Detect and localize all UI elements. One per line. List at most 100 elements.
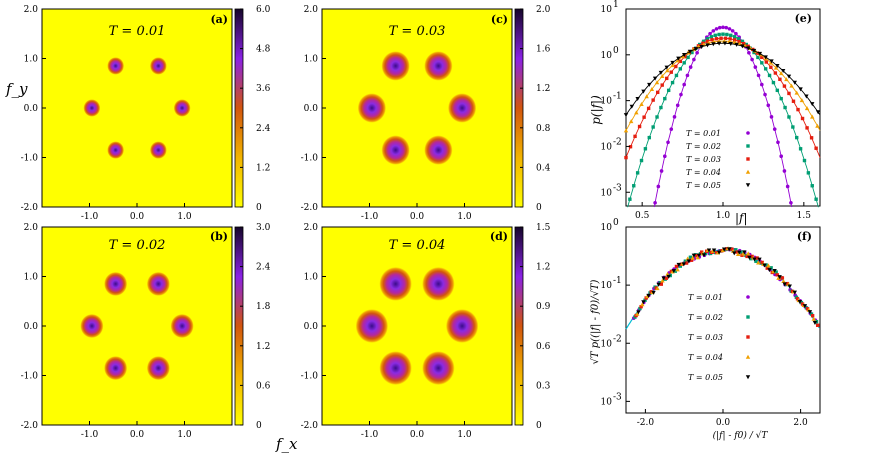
colorbar-tick-label: 0.8	[536, 124, 551, 134]
y-tick-exponent: -1	[613, 276, 622, 286]
panel-d-y-ticks: 2.0 1.0 0.0 -1.0 -2.0	[301, 223, 326, 431]
y-tick-label: 0.0	[304, 104, 319, 114]
panel-c-y-ticks: 2.0 1.0 0.0 -1.0 -2.0	[301, 5, 326, 213]
colorbar-tick-label: 1.8	[256, 302, 271, 312]
data-point	[725, 32, 729, 37]
data-point	[678, 264, 683, 268]
y-tick-label: 10	[601, 51, 613, 61]
data-point	[669, 269, 674, 274]
data-point	[769, 115, 774, 119]
data-point	[804, 106, 810, 111]
data-point	[779, 154, 783, 159]
data-point	[780, 69, 786, 74]
colorbar-tick-label: 0.3	[536, 381, 551, 391]
data-point	[682, 52, 687, 57]
y-tick-label: -2.0	[301, 421, 319, 431]
data-point	[721, 32, 725, 36]
data-point	[745, 375, 751, 380]
y-tick-label: 0.0	[304, 322, 319, 332]
series-4	[636, 247, 818, 326]
data-point	[773, 65, 779, 70]
y-tick-label: 0.0	[24, 104, 39, 114]
data-point	[789, 200, 793, 205]
data-point	[711, 29, 716, 33]
data-point	[635, 96, 640, 101]
heat-peak-c-2	[448, 93, 477, 123]
x-tick-label: 1.0	[457, 430, 472, 440]
panel-e-legend: T = 0.01 T = 0.02 T = 0.03 T = 0.04 T = 0.05	[686, 129, 751, 190]
heat-peak-c-5	[381, 135, 410, 165]
data-point	[623, 128, 629, 133]
data-point	[804, 94, 809, 99]
heat-peak-c-4	[424, 135, 453, 165]
data-point	[669, 70, 673, 74]
data-point	[663, 96, 667, 101]
data-point	[670, 80, 675, 85]
data-point	[639, 102, 644, 107]
colorbar-tick-label: 1.2	[536, 84, 550, 94]
data-point	[701, 41, 705, 46]
heat-peak-b-3	[80, 314, 104, 338]
x-tick-label: 0.0	[130, 430, 145, 440]
y-tick-exponent: -3	[613, 183, 622, 193]
panel-a: T = 0.01 (a) 2.0 1.0 0.0 -1.0 -2.0 -1.0 0.0 1.…	[21, 5, 271, 222]
data-point	[687, 49, 693, 54]
data-point	[723, 36, 728, 40]
data-point	[634, 110, 639, 115]
panel-f-data	[625, 246, 820, 330]
panel-c: T = 0.03 (c) 2.0 1.0 0.0 -1.0 -2.0 -1.0 0.0 1.…	[301, 5, 551, 222]
data-point	[757, 51, 763, 56]
panel-f-label: (f)	[797, 230, 812, 243]
panel-b-y-ticks: 2.0 1.0 0.0 -1.0 -2.0	[21, 223, 46, 431]
panel-c-title: T = 0.03	[389, 24, 446, 39]
data-point	[800, 302, 805, 306]
y-tick-label: 10	[601, 5, 613, 15]
data-point	[716, 41, 722, 46]
y-tick-label: -1.0	[21, 154, 39, 164]
data-point	[628, 145, 633, 149]
data-point	[805, 307, 810, 311]
panel-a-plot-area	[41, 8, 233, 208]
heat-peak-c-3	[357, 93, 386, 123]
y-tick-label: 1.0	[304, 55, 319, 65]
heatmap-a-peaks	[83, 57, 191, 159]
data-point	[664, 276, 669, 280]
x-tick-label: 1.0	[457, 212, 472, 222]
y-tick-label: 10	[601, 97, 613, 107]
data-point	[674, 64, 678, 69]
data-point	[713, 33, 717, 38]
panel-d-plot-area	[321, 226, 513, 426]
heat-peak-a-0	[150, 57, 167, 75]
data-point	[791, 99, 796, 103]
data-point	[656, 282, 661, 287]
data-point	[795, 135, 799, 140]
colorbar-tick-label: 0.4	[536, 163, 551, 173]
heat-peak-b-4	[146, 356, 170, 381]
data-point	[756, 260, 761, 265]
data-point	[781, 278, 786, 283]
data-point	[675, 58, 680, 63]
heat-peak-b-2	[170, 314, 194, 338]
data-point	[785, 184, 790, 189]
data-point	[643, 147, 648, 151]
data-point	[661, 276, 666, 281]
heat-peak-d-4	[422, 351, 455, 385]
y-tick-label: 2.0	[304, 5, 319, 15]
x-tick-label: 1.0	[716, 211, 731, 221]
data-point	[768, 60, 774, 65]
data-point	[695, 50, 699, 55]
panel-d-x-ticks: -1.0 0.0 1.0	[361, 421, 472, 440]
colorbar-c	[514, 8, 524, 208]
data-point	[699, 250, 704, 254]
data-point	[800, 116, 805, 121]
y-tick-label: -2.0	[21, 203, 39, 213]
data-point	[693, 47, 699, 52]
legend-label: T = 0.02	[688, 313, 723, 322]
heat-peak-d-5	[379, 351, 412, 385]
y-tick-exponent: -1	[613, 92, 622, 102]
colorbar-tick-label: 4.8	[256, 45, 271, 55]
data-point	[716, 250, 722, 255]
